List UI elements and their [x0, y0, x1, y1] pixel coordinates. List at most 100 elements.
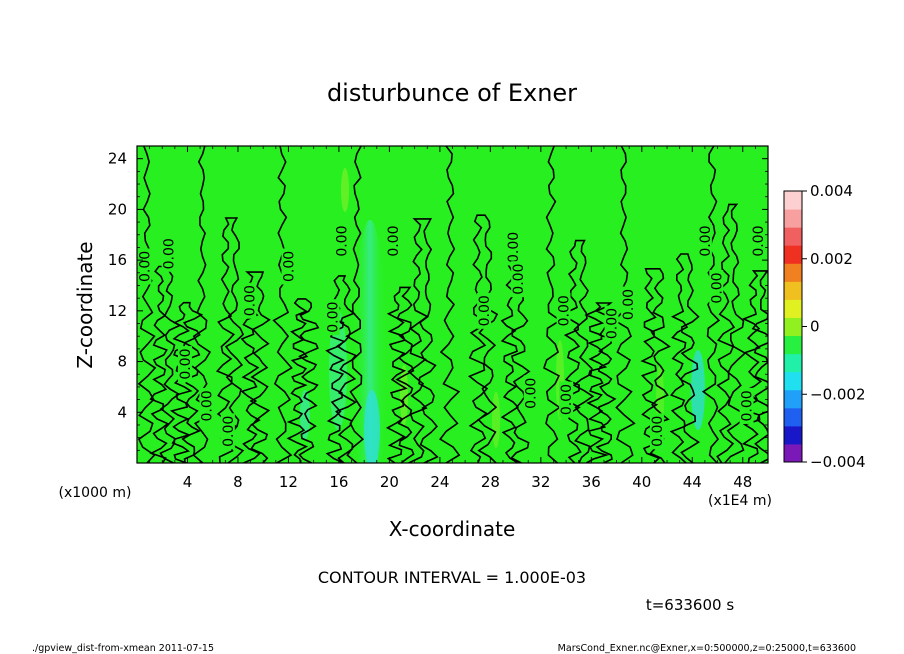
contour-line — [286, 298, 320, 463]
contour-label-bg — [161, 235, 176, 272]
contour-label: 0.00 — [477, 295, 493, 326]
y-tick-label: 16 — [108, 251, 127, 269]
contour-label-bg — [334, 223, 349, 260]
contour-line — [137, 146, 157, 463]
contour-label-bg — [242, 282, 257, 319]
contour-line — [640, 268, 671, 463]
y-axis: 4 8 12 16 20 24 — [108, 150, 768, 451]
contour-line — [407, 218, 439, 463]
positive-region — [492, 392, 500, 448]
x-tick-label: 8 — [233, 473, 243, 491]
colorbar-tick-label: 0.004 — [810, 182, 853, 200]
contour-label: 0.00 — [326, 302, 342, 333]
contour-interval-text: CONTOUR INTERVAL = 1.000E-03 — [318, 568, 586, 587]
colorbar-segment — [784, 443, 802, 463]
colorbar-tick-label: −0.002 — [810, 385, 866, 403]
contour-line — [584, 302, 618, 463]
chart-title: disturbunce of Exner — [327, 79, 577, 107]
contour-label-bg — [604, 305, 619, 342]
plot-area: 0.00 0.000.000.000.000.000.000.000.00 0.00… — [136, 145, 769, 464]
colorbar-segment — [784, 407, 802, 427]
y-axis-label: Z-coordinate — [73, 241, 97, 368]
colorbar-segment — [784, 191, 802, 210]
time-label: t=633600 s — [646, 596, 734, 614]
contour-label: 0.00 — [178, 349, 194, 380]
contour-label: 0.00 — [386, 226, 402, 257]
contour-label: 0.00 — [740, 390, 756, 421]
field-shading: 0.00 0.000.000.000.000.000.000.000.00 0.00… — [137, 146, 768, 463]
contour-line — [563, 239, 595, 463]
contour-label: 0.00 — [650, 416, 666, 447]
contour-label-bg — [620, 286, 635, 323]
contour-label: 0.00 — [524, 378, 540, 409]
x-tick-label: 36 — [582, 473, 601, 491]
colorbar-segment — [784, 299, 802, 318]
contour-label-bg — [477, 292, 492, 329]
contour-label: 0.00 — [162, 238, 178, 269]
x-axis-label: X-coordinate — [389, 517, 516, 541]
colorbar-tick-label: 0 — [810, 318, 820, 336]
contour-label: 0.00 — [709, 272, 725, 303]
contour-label: 0.00 — [199, 390, 215, 421]
contour-line — [325, 275, 358, 463]
y-tick-label: 4 — [117, 403, 127, 421]
contour-label: 0.00 — [138, 251, 154, 282]
contour-label-bg — [281, 248, 296, 285]
contour-label-bg — [559, 381, 574, 418]
contour-label-bg — [739, 387, 754, 424]
contour-line — [272, 146, 293, 463]
x-tick-label: 16 — [329, 473, 348, 491]
x-tick-label: 20 — [380, 473, 399, 491]
colorbar-tick-label: 0.002 — [810, 250, 853, 268]
contour-line — [543, 146, 562, 463]
colorbar-tick-label: −0.004 — [810, 453, 866, 471]
contour-line — [345, 146, 365, 463]
contour-line — [385, 286, 415, 463]
colorbar-segment — [784, 227, 802, 246]
contour-label-bg — [199, 387, 214, 424]
contour-line — [169, 301, 204, 463]
contour-label: 0.00 — [621, 289, 637, 320]
colorbar-segment — [784, 317, 802, 337]
negative-region — [364, 390, 380, 463]
contour-label: 0.00 — [605, 308, 621, 339]
contour-line — [467, 214, 499, 463]
x-tick-label: 24 — [430, 473, 449, 491]
y-tick-label: 12 — [108, 302, 127, 320]
contour-label: 0.00 — [559, 384, 575, 415]
x-tick-label: 12 — [279, 473, 298, 491]
x-tick-label: 40 — [632, 473, 651, 491]
colorbar-segment — [784, 281, 802, 300]
x-tick-label: 48 — [733, 473, 752, 491]
contour-line — [716, 203, 747, 463]
contour-label-bg — [220, 413, 235, 450]
contour-line — [240, 271, 271, 463]
contour-label: 0.00 — [221, 416, 237, 447]
contour-labels: 0.00 0.000.000.000.000.000.000.000.00 0.00… — [137, 223, 767, 450]
colorbar: 0.004 0.002 0 −0.002 −0.004 — [783, 182, 866, 471]
footer-right: MarsCond_Exner.nc@Exner,x=0:500000,z=0:2… — [558, 643, 856, 654]
colorbar-segment — [784, 335, 802, 355]
negative-region — [329, 310, 347, 430]
contour-label: 0.00 — [334, 226, 350, 257]
y-tick-label: 20 — [108, 200, 127, 218]
contour-label-bg — [649, 413, 664, 450]
contour-label: 0.00 — [751, 226, 767, 257]
contour-label: 0.00 — [557, 295, 573, 326]
contour-line — [669, 253, 701, 463]
contour-line — [741, 270, 768, 463]
x-unit-label: (x1E4 m) — [708, 493, 772, 509]
contour-label: 0.00 — [281, 251, 297, 282]
contour-label-bg — [697, 223, 712, 260]
contour-label-bg — [177, 346, 192, 383]
y-tick-label: 8 — [117, 353, 127, 371]
colorbar-segment — [784, 425, 802, 445]
colorbar-segment — [784, 245, 802, 264]
contour-label-bg — [511, 261, 526, 298]
positive-region — [341, 168, 349, 212]
colorbar-segment — [784, 371, 802, 391]
y-unit-label: (x1000 m) — [59, 485, 132, 501]
contour-label-bg — [709, 270, 724, 307]
colorbar-segment — [784, 389, 802, 409]
